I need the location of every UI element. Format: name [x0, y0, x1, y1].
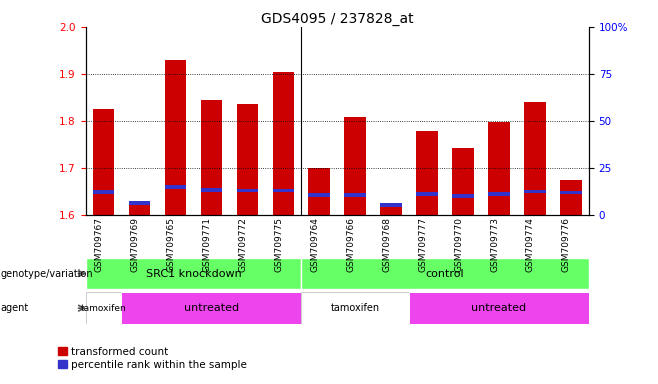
- Bar: [488, 122, 510, 215]
- Text: GSM709773: GSM709773: [490, 217, 499, 272]
- Bar: [201, 188, 222, 192]
- Text: SRC1 knockdown: SRC1 knockdown: [145, 268, 241, 279]
- Text: GSM709766: GSM709766: [346, 217, 355, 272]
- Bar: [560, 180, 582, 215]
- Bar: [129, 201, 150, 215]
- Bar: [344, 194, 366, 197]
- Text: GSM709772: GSM709772: [238, 217, 247, 272]
- Bar: [309, 194, 330, 197]
- Text: GSM709770: GSM709770: [454, 217, 463, 272]
- Bar: [488, 192, 510, 196]
- Text: GSM709768: GSM709768: [382, 217, 391, 272]
- Text: agent: agent: [1, 303, 29, 313]
- Bar: [524, 190, 545, 194]
- Text: tamoxifen: tamoxifen: [330, 303, 380, 313]
- Bar: [344, 117, 366, 215]
- Bar: [417, 192, 438, 196]
- Bar: [452, 148, 474, 215]
- FancyBboxPatch shape: [301, 258, 589, 289]
- Bar: [93, 109, 114, 215]
- FancyBboxPatch shape: [301, 293, 409, 324]
- Text: genotype/variation: genotype/variation: [1, 268, 93, 279]
- Text: GSM709765: GSM709765: [166, 217, 176, 272]
- Bar: [164, 60, 186, 215]
- Bar: [201, 100, 222, 215]
- Text: tamoxifen: tamoxifen: [81, 304, 126, 313]
- Bar: [272, 71, 294, 215]
- Text: GSM709776: GSM709776: [562, 217, 571, 272]
- FancyBboxPatch shape: [86, 258, 301, 289]
- Text: GSM709764: GSM709764: [311, 217, 319, 272]
- FancyBboxPatch shape: [409, 293, 589, 324]
- Text: GSM709769: GSM709769: [130, 217, 139, 272]
- Text: control: control: [426, 268, 465, 279]
- Bar: [309, 168, 330, 215]
- Bar: [560, 190, 582, 194]
- Bar: [452, 194, 474, 198]
- Text: GSM709777: GSM709777: [418, 217, 427, 272]
- Text: GSM709771: GSM709771: [203, 217, 211, 272]
- Bar: [524, 102, 545, 215]
- Bar: [417, 131, 438, 215]
- Bar: [129, 201, 150, 205]
- Bar: [93, 190, 114, 194]
- Bar: [272, 189, 294, 192]
- Bar: [380, 203, 402, 207]
- Text: GSM709774: GSM709774: [526, 217, 535, 272]
- FancyBboxPatch shape: [122, 293, 301, 324]
- Text: untreated: untreated: [184, 303, 239, 313]
- Text: GSM709767: GSM709767: [95, 217, 103, 272]
- Bar: [237, 189, 258, 192]
- Legend: transformed count, percentile rank within the sample: transformed count, percentile rank withi…: [58, 347, 247, 369]
- Title: GDS4095 / 237828_at: GDS4095 / 237828_at: [261, 12, 413, 26]
- Bar: [237, 104, 258, 215]
- Text: untreated: untreated: [472, 303, 526, 313]
- Bar: [380, 205, 402, 215]
- FancyBboxPatch shape: [86, 293, 122, 324]
- Text: GSM709775: GSM709775: [274, 217, 284, 272]
- Bar: [164, 185, 186, 189]
